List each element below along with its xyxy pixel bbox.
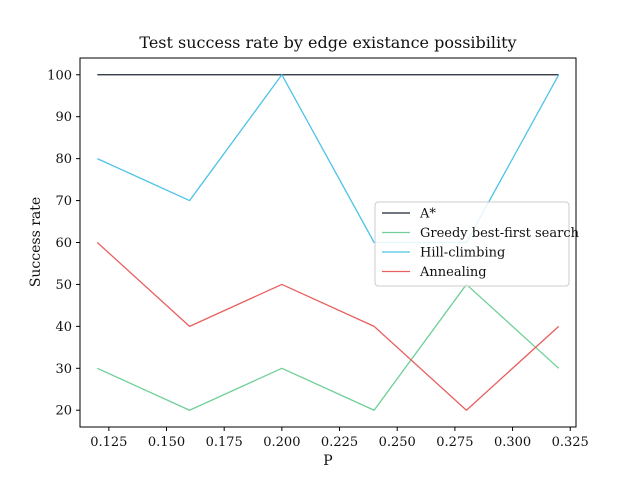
y-tick-label: 70: [55, 194, 72, 209]
legend-label-greedy-best-first-search: Greedy best-first search: [420, 226, 580, 241]
y-tick-label: 80: [55, 152, 72, 167]
y-tick-label: 40: [55, 320, 72, 335]
y-tick-label: 60: [55, 236, 72, 251]
x-tick-label: 0.225: [321, 435, 358, 450]
x-axis-title: P: [323, 453, 332, 469]
legend-label-annealing: Annealing: [419, 265, 487, 280]
x-tick-label: 0.250: [379, 435, 416, 450]
y-tick-label: 30: [55, 362, 72, 377]
series-line-greedy-best-first-search: [97, 283, 560, 411]
y-axis-title: Success rate: [28, 197, 44, 287]
y-tick-label: 90: [55, 110, 72, 125]
legend: A* Greedy best-first search Hill-climbing A…: [374, 201, 580, 287]
x-tick-label: 0.150: [148, 435, 185, 450]
y-tick-label: 50: [55, 278, 72, 293]
chart-title: Test success rate by edge existance poss…: [139, 33, 516, 52]
legend-box: [374, 201, 570, 287]
x-tick-label: 0.125: [90, 435, 127, 450]
y-tick-label: 20: [55, 404, 72, 419]
legend-label-hill-climbing: Hill-climbing: [420, 246, 505, 261]
y-tick-label: 100: [47, 68, 72, 83]
x-tick-label: 0.200: [263, 435, 300, 450]
x-tick-label: 0.300: [494, 435, 531, 450]
x-tick-label: 0.275: [436, 435, 473, 450]
legend-label-a: A*: [419, 207, 436, 222]
plot-area: 0.125 0.150 0.175 0.200 0.225 0.250 0.275 0.300…: [47, 57, 589, 450]
series-line-annealing: [96, 242, 560, 411]
x-tick-label: 0.175: [206, 435, 243, 450]
x-tick-label: 0.325: [552, 435, 589, 450]
